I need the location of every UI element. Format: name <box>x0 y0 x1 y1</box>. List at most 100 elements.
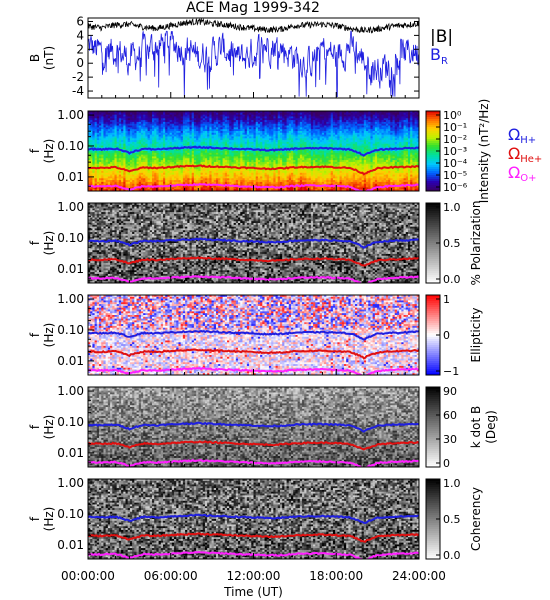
spectrogram-cell <box>209 132 212 136</box>
spectrogram-cell <box>174 141 177 145</box>
spectrogram-cell <box>251 129 254 132</box>
spectrogram-cell <box>266 132 270 136</box>
spectrogram-cell <box>321 143 325 146</box>
spectrogram-cell <box>169 156 173 159</box>
spectrogram-cell <box>134 151 137 154</box>
spectrogram-cell <box>229 172 232 176</box>
spectrogram-cell <box>132 149 135 152</box>
spectrogram-cell <box>145 125 148 128</box>
spectrogram-cell <box>193 131 197 134</box>
spectrogram-cell <box>112 132 115 136</box>
spectrogram-cell <box>328 131 332 134</box>
spectrogram-cell <box>224 112 228 116</box>
spectrogram-cell <box>163 180 166 183</box>
spectrogram-cell <box>235 156 239 159</box>
spectrogram-cell <box>99 161 102 165</box>
spectrogram-cell <box>151 123 155 126</box>
spectrogram-cell <box>185 161 188 165</box>
spectrogram-cell <box>246 125 250 128</box>
spectrogram-cell <box>180 123 184 126</box>
spectrogram-cell <box>304 189 307 191</box>
spectrogram-cell <box>273 178 276 181</box>
spectrogram-cell <box>251 171 254 174</box>
spectrogram-cell <box>103 112 107 116</box>
spectrogram-cell <box>149 158 153 161</box>
spectrogram-cell <box>200 180 204 183</box>
spectrogram-cell <box>204 163 208 166</box>
spectrogram-cell <box>257 145 261 148</box>
spectrogram-cell <box>213 185 217 188</box>
spectrogram-cell <box>310 180 314 183</box>
spectrogram-cell <box>200 158 204 161</box>
spectrogram-cell <box>160 187 164 190</box>
spectrogram-cell <box>319 141 323 145</box>
spectrogram-cell <box>260 174 263 177</box>
spectrogram-cell <box>308 112 312 116</box>
spectrogram-cell <box>233 116 237 119</box>
spectrogram-cell <box>96 134 100 137</box>
spectrogram-cell <box>163 136 166 139</box>
spectrogram-cell <box>149 131 153 134</box>
spectrogram-cell <box>286 169 290 172</box>
spectrogram-cell <box>165 121 168 125</box>
spectrogram-cell <box>262 140 265 143</box>
spectrogram-cell <box>304 156 307 159</box>
spectrogram-cell <box>178 138 182 141</box>
spectrogram-cell <box>321 141 325 145</box>
spectrogram-cell <box>222 172 226 176</box>
spectrogram-cell <box>299 172 303 176</box>
spectrogram-cell <box>220 138 224 141</box>
spectrogram-cell <box>326 171 329 174</box>
spectrogram-cell <box>207 160 210 163</box>
spectrogram-cell <box>288 161 292 165</box>
spectrogram-cell <box>266 158 270 161</box>
spectrogram-cell <box>279 169 283 172</box>
spectrogram-cell <box>105 156 109 159</box>
spectrogram-cell <box>328 125 332 128</box>
spectrogram-cell <box>132 111 135 114</box>
spectrogram-cell <box>96 132 100 136</box>
spectrogram-cell <box>242 123 246 126</box>
spectrogram-cell <box>308 156 312 159</box>
spectrogram-cell <box>266 163 270 166</box>
spectrogram-cell <box>127 160 131 163</box>
spectrogram-cell <box>134 161 137 165</box>
spectrogram-cell <box>284 183 287 186</box>
spectrogram-cell <box>187 174 190 177</box>
spectrogram-cell <box>136 147 140 150</box>
spectrogram-cell <box>315 149 318 152</box>
spectrogram-cell <box>96 187 100 190</box>
spectrogram-cell <box>220 161 224 165</box>
spectrogram-cell <box>209 120 212 123</box>
spectrogram-cell <box>306 127 310 130</box>
spectrogram-cell <box>218 141 221 145</box>
spectrogram-cell <box>297 181 301 185</box>
spectrogram-cell <box>317 154 321 157</box>
spectrogram-cell <box>235 138 239 141</box>
spectrogram-cell <box>107 136 111 139</box>
spectrogram-cell <box>317 163 321 166</box>
spectrogram-cell <box>116 127 120 130</box>
spectrogram-cell <box>149 118 153 121</box>
spectrogram-cell <box>235 187 239 190</box>
spectrogram-cell <box>291 112 294 116</box>
spectrogram-cell <box>123 158 126 161</box>
spectrogram-cell <box>180 129 184 132</box>
spectrogram-cell <box>149 181 153 185</box>
spectrogram-cell <box>251 151 254 154</box>
spectrogram-cell <box>178 181 182 185</box>
spectrogram-cell <box>158 120 162 123</box>
spectrogram-cell <box>165 178 168 181</box>
spectrogram-cell <box>286 134 290 137</box>
spectrogram-cell <box>255 136 259 139</box>
spectrogram-cell <box>140 143 144 146</box>
spectrogram-cell <box>110 138 113 141</box>
spectrogram-cell <box>304 111 307 114</box>
spectrogram-cell <box>227 131 230 134</box>
spectrogram-cell <box>145 131 148 134</box>
spectrogram-cell <box>185 141 188 145</box>
spectrogram-cell <box>235 129 239 132</box>
spectrogram-cell <box>242 154 246 157</box>
spectrogram-cell <box>105 123 109 126</box>
spectrogram-cell <box>207 111 210 114</box>
